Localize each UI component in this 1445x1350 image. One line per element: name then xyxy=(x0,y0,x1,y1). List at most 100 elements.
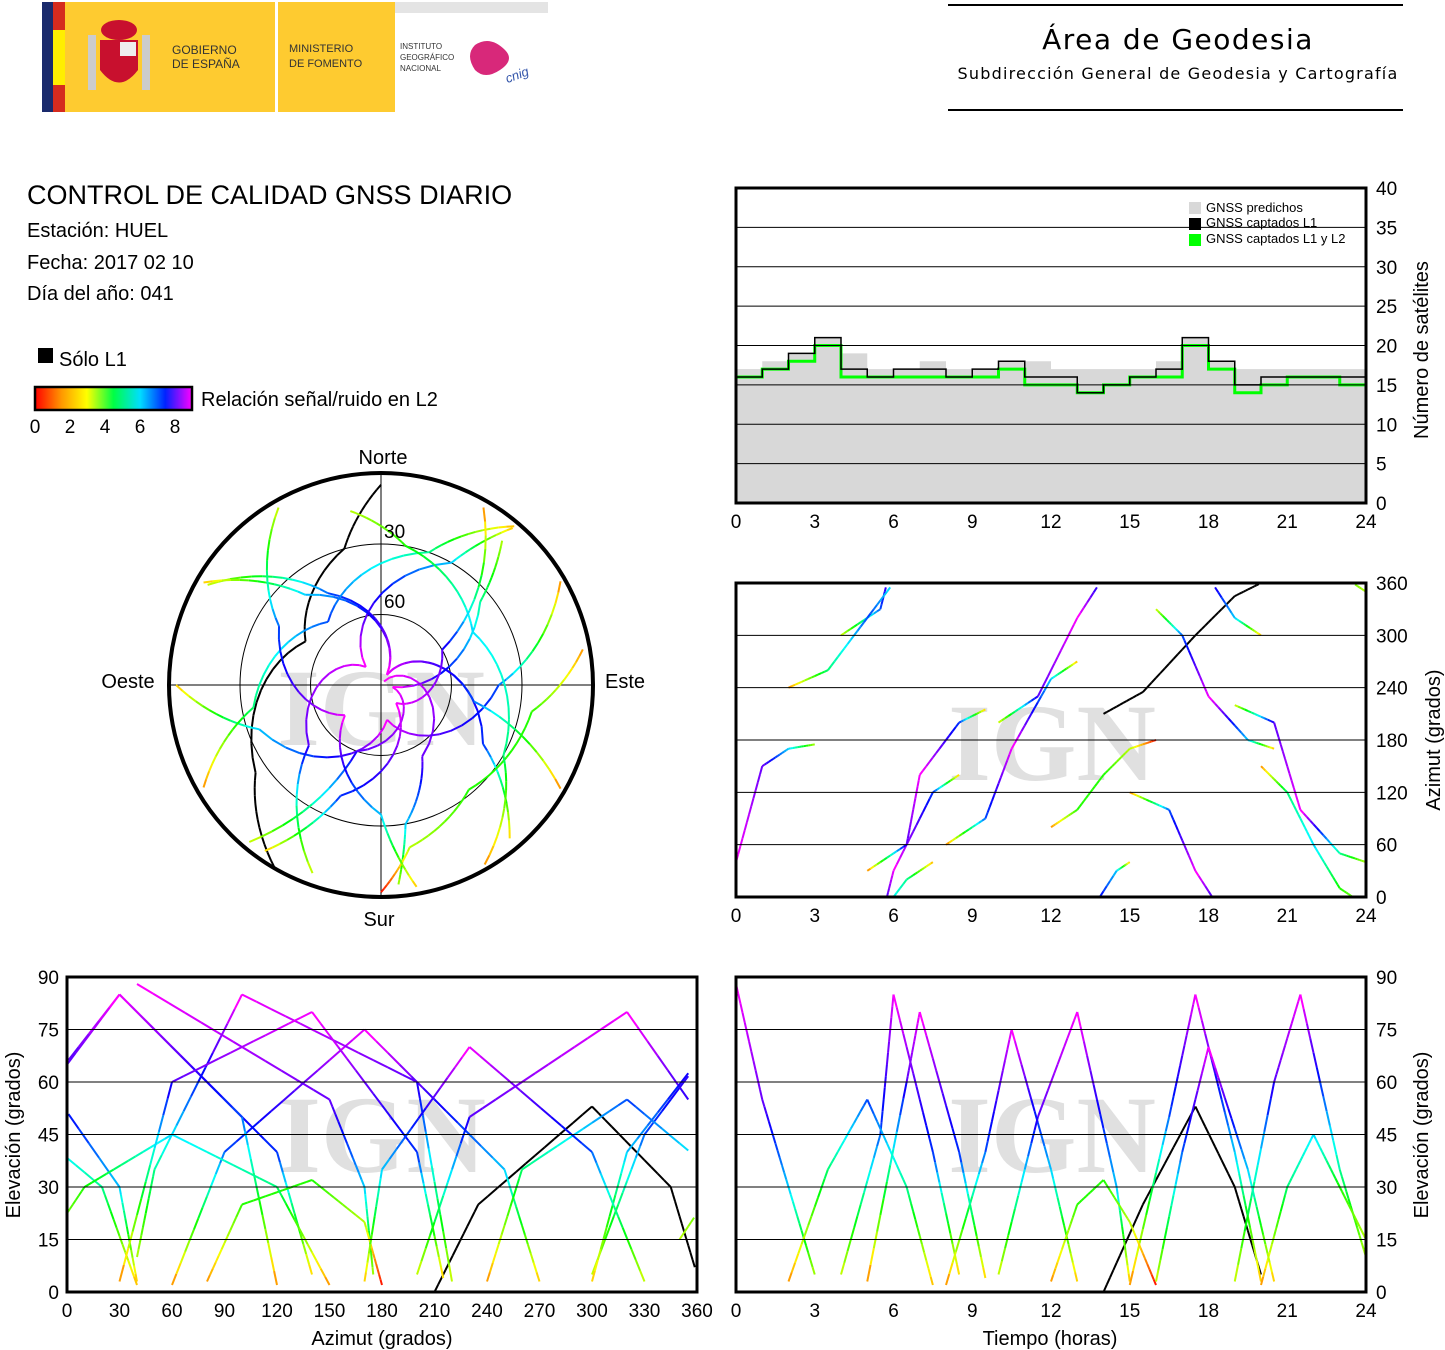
satellite-track xyxy=(303,618,307,627)
satellite-track xyxy=(263,1138,278,1153)
satellite-track xyxy=(389,531,395,537)
satellite-track xyxy=(669,1186,674,1195)
satellite-track xyxy=(373,592,384,604)
satellite-track xyxy=(437,1276,443,1286)
satellite-track xyxy=(540,698,548,705)
x-tick-label: 9 xyxy=(967,1301,978,1322)
satellite-track xyxy=(266,851,272,861)
satellite-track xyxy=(1359,858,1362,862)
satellite-track xyxy=(748,805,753,815)
satellite-track xyxy=(448,810,455,818)
satellite-track xyxy=(1330,873,1335,878)
satellite-track xyxy=(1139,691,1144,695)
satellite-track xyxy=(1269,746,1273,749)
satellite-track xyxy=(876,1214,882,1232)
satellite-track xyxy=(1120,1207,1125,1213)
satellite-track xyxy=(1070,663,1074,667)
satellite-track xyxy=(328,1099,334,1108)
satellite-track xyxy=(1281,751,1287,760)
satellite-track xyxy=(1181,1122,1188,1132)
satellite-track xyxy=(948,730,954,737)
gobierno-logo: GOBIERNO DE ESPAÑA MINISTERIO DE FOMENTO… xyxy=(42,2,548,112)
satellite-track xyxy=(366,602,375,615)
x-tick-label: 21 xyxy=(1277,906,1298,927)
satellite-track xyxy=(118,1186,122,1196)
satellite-track xyxy=(1254,712,1259,717)
snr-label: Relación señal/ruido en L2 xyxy=(201,389,438,411)
satellite-track xyxy=(421,834,430,841)
satellite-track xyxy=(340,755,345,766)
satellite-track xyxy=(1253,1164,1259,1182)
satellite-track xyxy=(639,1270,646,1282)
satellite-track xyxy=(478,638,487,648)
satellite-track xyxy=(389,1116,401,1130)
satellite-track xyxy=(505,672,514,681)
satellite-track xyxy=(1245,588,1249,592)
satellite-track xyxy=(295,784,299,795)
satellite-track xyxy=(1125,1257,1129,1266)
satellite-track xyxy=(1325,1160,1330,1166)
satellite-track xyxy=(915,1086,921,1100)
satellite-track xyxy=(192,1218,200,1230)
satellite-track xyxy=(1310,839,1315,846)
satellite-track xyxy=(1255,1259,1260,1271)
satellite-track xyxy=(916,1227,921,1237)
satellite-track xyxy=(578,648,584,657)
satellite-track xyxy=(466,1218,472,1227)
satellite-track xyxy=(266,580,270,591)
satellite-track xyxy=(980,709,984,713)
satellite-track xyxy=(210,1085,223,1098)
satellite-track xyxy=(345,599,358,607)
satellite-track xyxy=(448,1255,454,1264)
satellite-track xyxy=(931,1058,938,1071)
satellite-track xyxy=(1301,1151,1306,1157)
satellite-track xyxy=(741,829,746,839)
satellite-track xyxy=(380,557,393,565)
satellite-track xyxy=(205,770,211,780)
satellite-track xyxy=(1207,1046,1213,1058)
satellite-track xyxy=(387,1066,403,1076)
satellite-track xyxy=(364,499,370,506)
y-tick-label: 5 xyxy=(1376,455,1387,476)
satellite-track xyxy=(403,854,407,860)
satellite-track xyxy=(317,1059,331,1072)
satellite-track xyxy=(830,1157,836,1165)
satellite-track xyxy=(200,1021,218,1033)
satellite-track xyxy=(1267,718,1272,723)
satellite-track xyxy=(320,787,330,798)
satellite-track xyxy=(1275,780,1280,785)
satellite-track xyxy=(395,702,400,712)
satellite-track xyxy=(1125,862,1129,866)
satellite-track xyxy=(1257,1270,1262,1282)
satellite-track xyxy=(1224,602,1230,609)
x-tick-label: 21 xyxy=(1277,1301,1298,1322)
satellite-track xyxy=(1148,1268,1153,1275)
satellite-track xyxy=(1240,1208,1245,1217)
satellite-track xyxy=(510,742,518,752)
satellite-track xyxy=(646,1112,659,1127)
satellite-track xyxy=(895,887,901,894)
satellite-track xyxy=(895,1007,902,1021)
satellite-track xyxy=(370,735,379,744)
satellite-track xyxy=(140,1181,147,1199)
satellite-track xyxy=(931,1151,937,1163)
satellite-track xyxy=(428,661,438,667)
satellite-track xyxy=(913,797,917,805)
satellite-track xyxy=(1142,797,1147,801)
satellite-track xyxy=(1220,710,1226,716)
satellite-track xyxy=(1117,868,1120,871)
satellite-track xyxy=(416,1151,421,1163)
satellite-track xyxy=(231,1106,243,1118)
satellite-track xyxy=(1198,1073,1203,1083)
satellite-track xyxy=(1105,1277,1111,1286)
satellite-track xyxy=(1135,1237,1140,1244)
satellite-track xyxy=(780,1164,786,1173)
satellite-track xyxy=(1185,1024,1190,1036)
satellite-track xyxy=(519,658,528,668)
satellite-track xyxy=(380,888,385,893)
satellite-track xyxy=(311,1011,322,1025)
satellite-track xyxy=(355,512,362,517)
satellite-track xyxy=(303,626,313,632)
satellite-track xyxy=(131,1257,136,1266)
